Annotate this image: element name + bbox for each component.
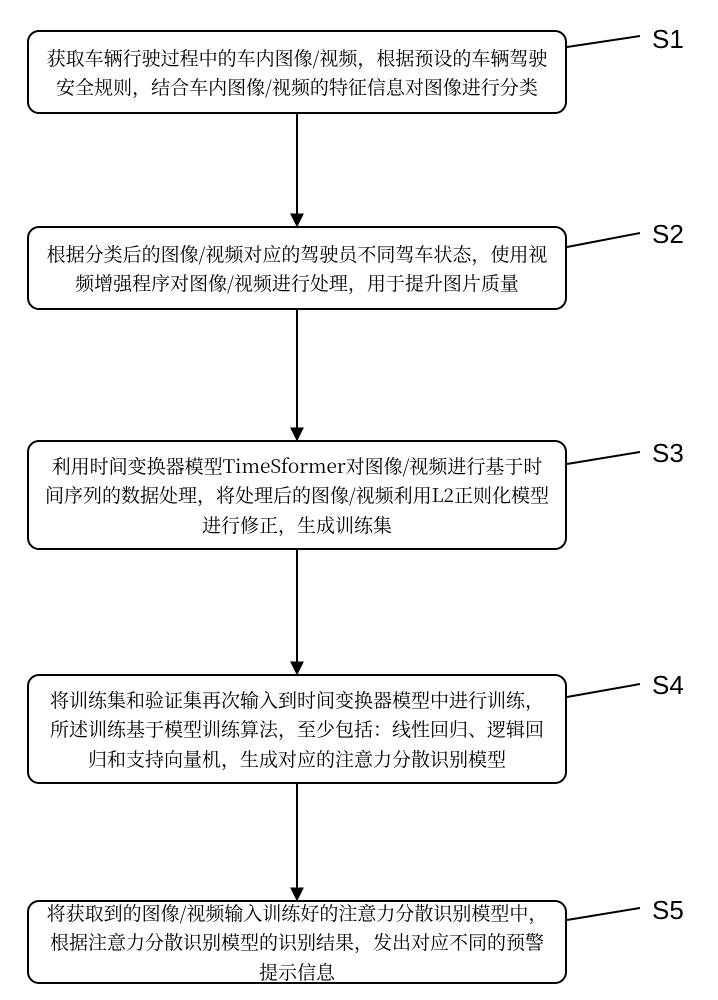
leader-s3 [567, 452, 640, 464]
step-box-s2: 根据分类后的图像/视频对应的驾驶员不同驾车状态，使用视频增强程序对图像/视频进行… [27, 226, 567, 310]
step-box-s4: 将训练集和验证集再次输入到时间变换器模型中进行训练，所述训练基于模型训练算法，至… [27, 674, 567, 784]
step-text-s5: 将获取到的图像/视频输入训练好的注意力分散识别模型中，根据注意力分散识别模型的识… [43, 898, 551, 986]
leader-s1 [567, 36, 640, 47]
step-box-s1: 获取车辆行驶过程中的车内图像/视频，根据预设的车辆驾驶安全规则，结合车内图像/视… [27, 30, 567, 114]
step-label-s5: S5 [652, 895, 684, 926]
leader-s2 [567, 233, 640, 247]
step-box-s5: 将获取到的图像/视频输入训练好的注意力分散识别模型中，根据注意力分散识别模型的识… [27, 900, 567, 984]
leader-s5 [567, 908, 640, 920]
step-box-s3: 利用时间变换器模型TimeSformer对图像/视频进行基于时间序列的数据处理，… [27, 440, 567, 550]
step-label-s2: S2 [652, 219, 684, 250]
step-label-s3: S3 [652, 438, 684, 469]
step-text-s4: 将训练集和验证集再次输入到时间变换器模型中进行训练，所述训练基于模型训练算法，至… [43, 685, 551, 773]
step-text-s2: 根据分类后的图像/视频对应的驾驶员不同驾车状态，使用视频增强程序对图像/视频进行… [43, 239, 551, 298]
step-text-s1: 获取车辆行驶过程中的车内图像/视频，根据预设的车辆驾驶安全规则，结合车内图像/视… [43, 43, 551, 102]
leader-s4 [567, 684, 640, 697]
step-label-s4: S4 [652, 670, 684, 701]
step-text-s3: 利用时间变换器模型TimeSformer对图像/视频进行基于时间序列的数据处理，… [43, 451, 551, 539]
step-label-s1: S1 [652, 24, 684, 55]
